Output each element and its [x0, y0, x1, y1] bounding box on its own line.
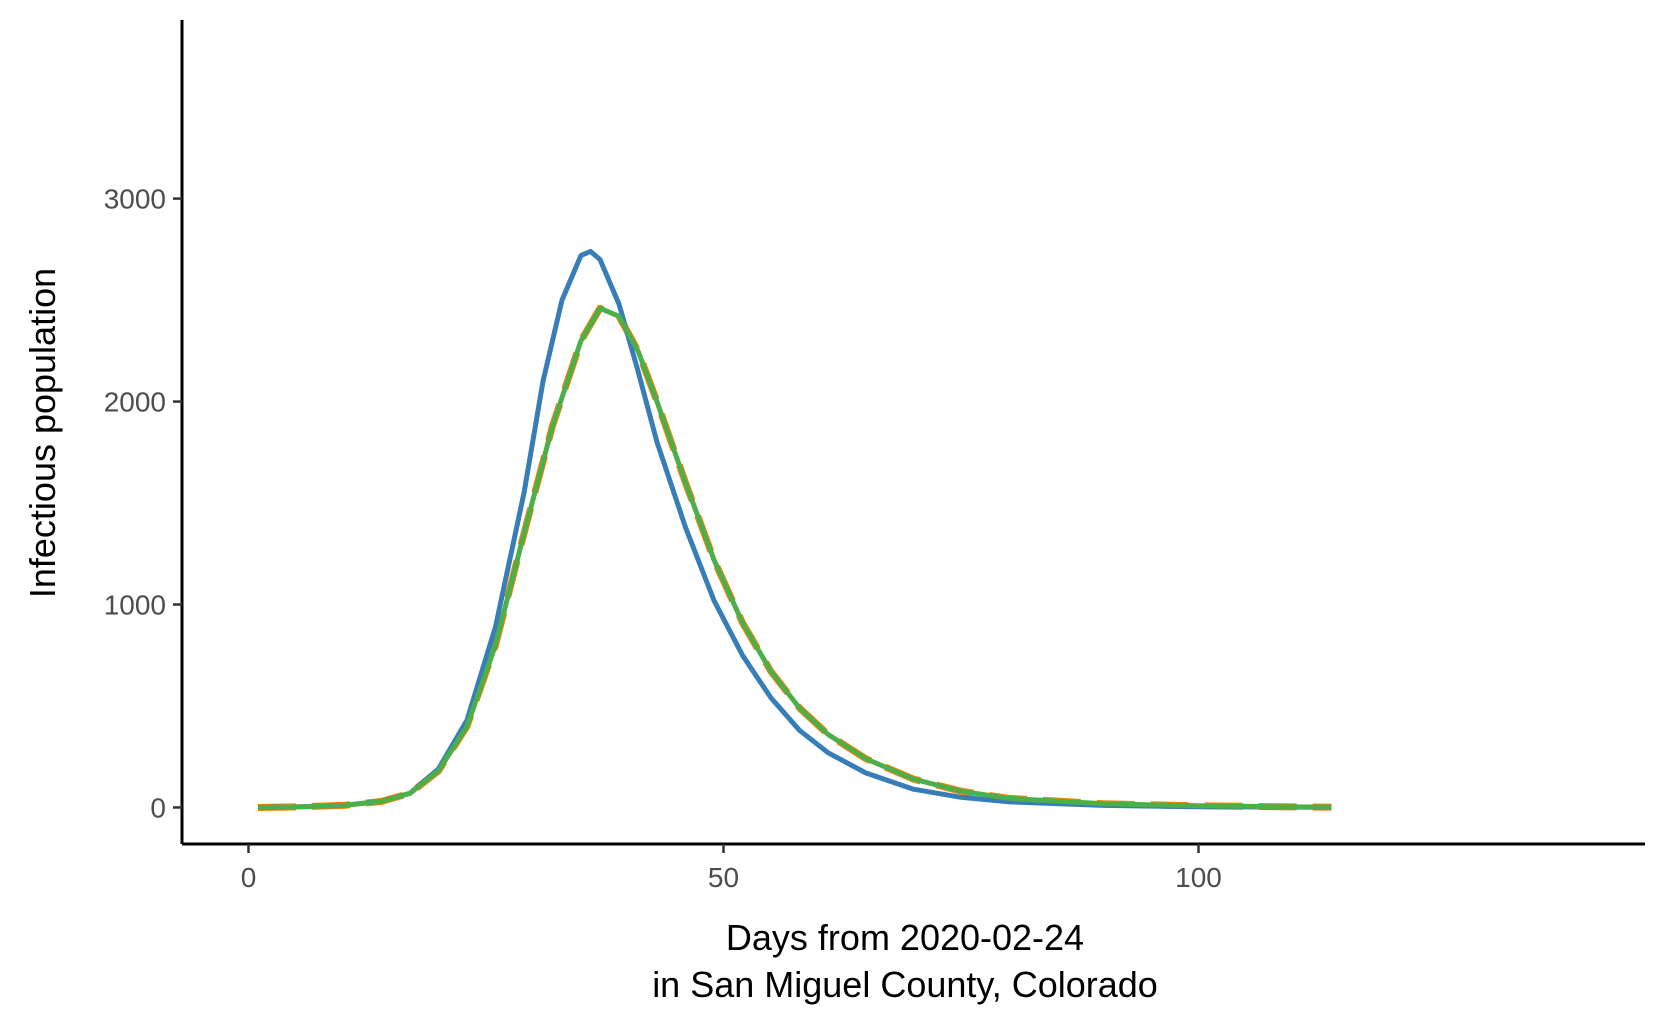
series-line-2 [257, 304, 1332, 811]
y-tick-label-0: 0 [150, 792, 166, 823]
series-line-3 [257, 248, 1332, 810]
y-axis-title: Infectious population [22, 268, 63, 598]
x-tick-label-100: 100 [1175, 862, 1222, 893]
series-line-1 [257, 306, 1332, 809]
plot-lines [257, 248, 1332, 811]
x-tick-label-0: 0 [241, 862, 257, 893]
x-tick-label-50: 50 [708, 862, 739, 893]
x-axis-title-line-1: Days from 2020-02-24 [726, 917, 1084, 958]
series-line-4 [257, 305, 1332, 810]
y-tick-label-3000: 3000 [104, 184, 166, 215]
axes: 0 1000 2000 3000 0 50 100 [104, 20, 1645, 893]
y-tick-label-1000: 1000 [104, 590, 166, 621]
x-axis-title-line-2: in San Miguel County, Colorado [652, 964, 1158, 1005]
y-tick-label-2000: 2000 [104, 387, 166, 418]
